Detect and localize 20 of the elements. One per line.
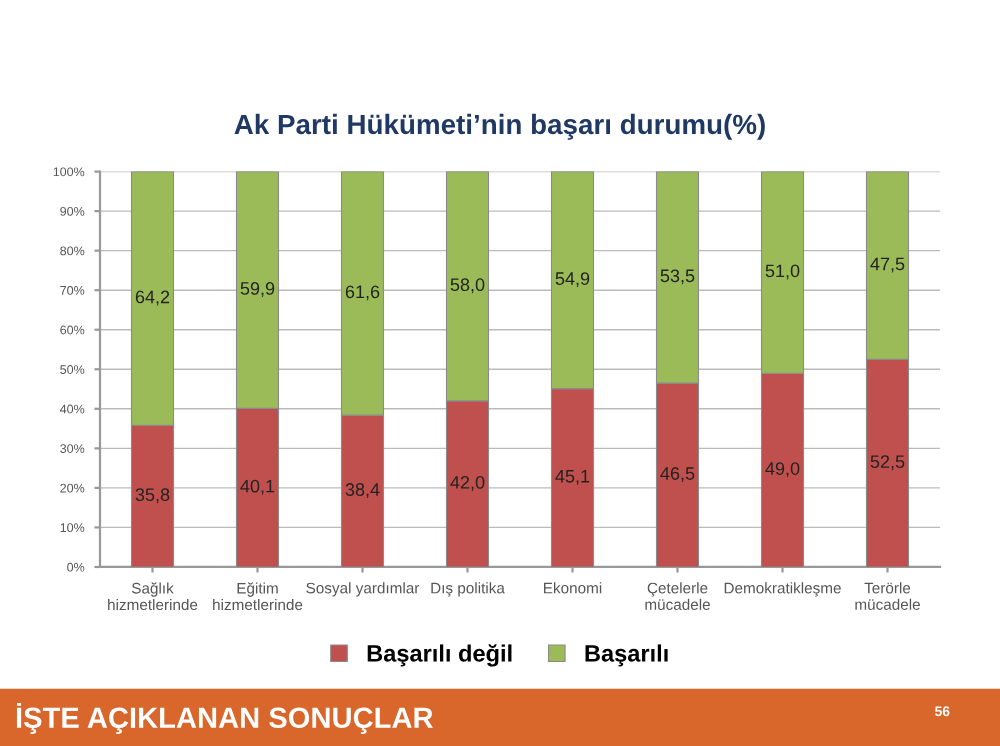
data-label: 51,0 xyxy=(765,264,800,280)
data-label: 40,1 xyxy=(240,479,275,495)
data-label: 45,1 xyxy=(555,470,590,485)
data-label: 61,6 xyxy=(345,285,380,301)
text: İŞTE AÇIKLANAN SONUÇLAR xyxy=(16,702,433,734)
data-label: 53,5 xyxy=(660,269,695,285)
data-label: 54,9 xyxy=(555,272,590,288)
legend-label: Başarılı değil xyxy=(367,644,512,667)
data-label: 42,0 xyxy=(450,475,485,491)
data-label: 52,5 xyxy=(870,455,905,471)
data-label: 35,8 xyxy=(135,488,170,504)
data-label: 38,4 xyxy=(345,483,380,499)
data-label: 58,0 xyxy=(450,278,485,294)
data-label: 59,9 xyxy=(240,282,275,297)
data-label: 49,0 xyxy=(765,462,800,478)
data-label: 47,5 xyxy=(870,257,905,273)
legend-label: Başarılı xyxy=(585,644,668,667)
data-label: 64,2 xyxy=(135,290,170,306)
data-label: 46,5 xyxy=(660,467,695,483)
chart-title: Ak Parti Hükümeti’nin başarı durumu(%) xyxy=(234,113,765,140)
